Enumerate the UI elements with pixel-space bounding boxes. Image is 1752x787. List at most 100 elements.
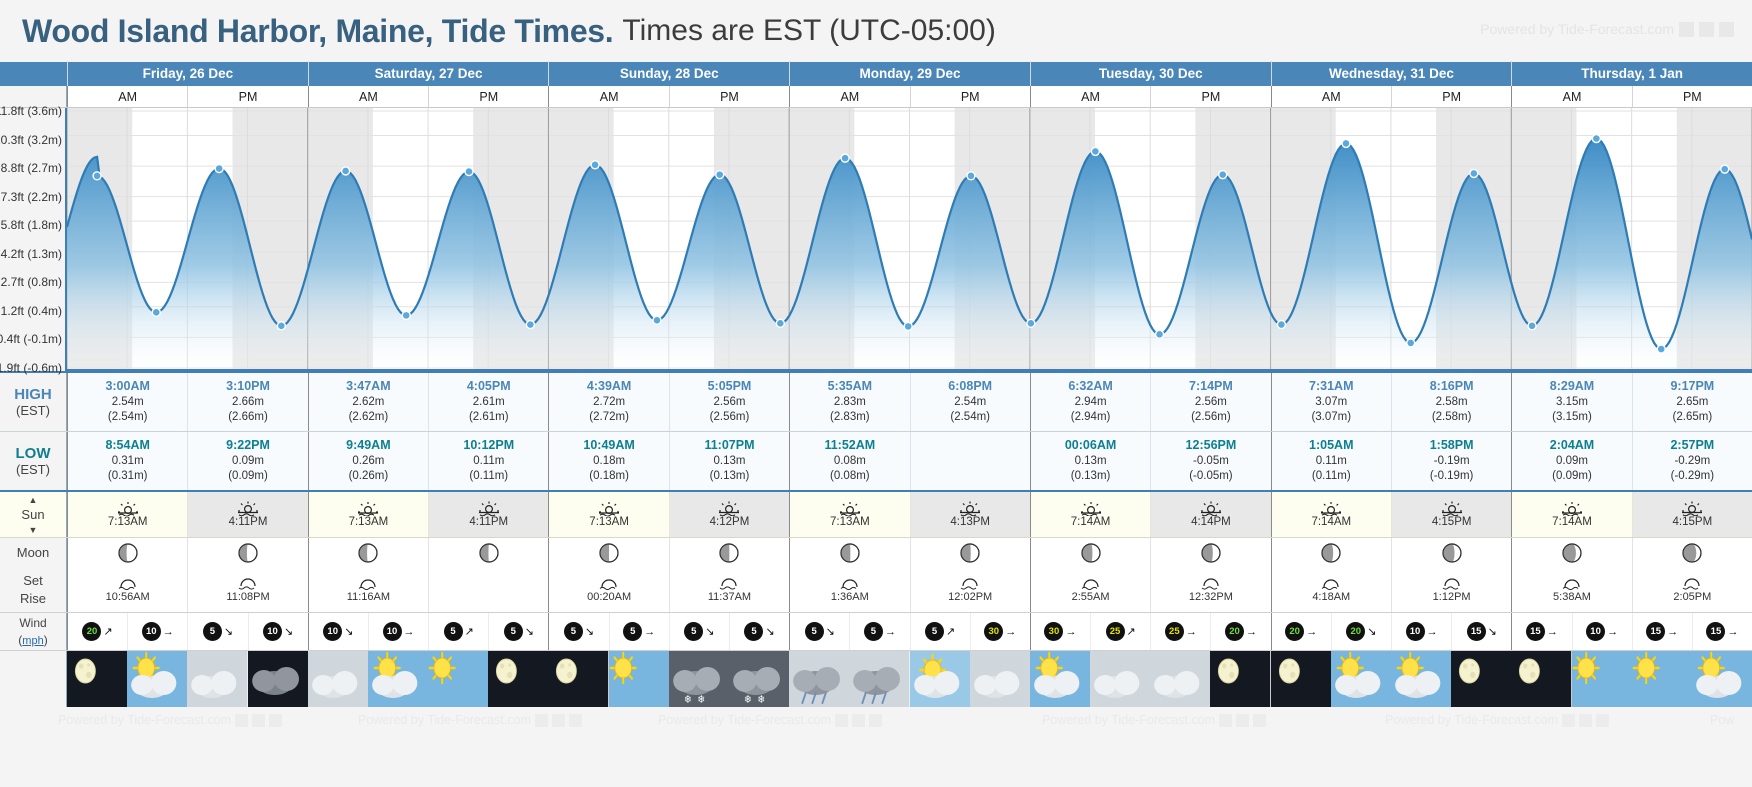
wind-day-5: 30 → 25 ↗ 25 → 20 → <box>1029 613 1271 651</box>
tide-time: 7:14PM <box>1189 379 1233 393</box>
sunset-time: 4:15PM <box>1431 516 1472 529</box>
sunset-icon <box>1200 501 1221 517</box>
chart-plot-area[interactable] <box>67 108 1752 371</box>
footer-watermark-5: Powered by Tide-Forecast.com <box>1385 713 1609 727</box>
refresh-icon <box>852 713 865 727</box>
weather-icon-moon-clear-day6-1 <box>1270 651 1331 708</box>
moon-phase-cell-day6-pm <box>1390 538 1511 568</box>
low-tide-cell-day1-pm: 9:22PM 0.09m (0.09m) <box>187 432 308 491</box>
footer-watermarks: Powered by Tide-Forecast.com Powered by … <box>0 707 1752 736</box>
tide-point-high-16 <box>1090 146 1101 157</box>
wind-speed-badge: 10 <box>1405 622 1425 642</box>
moonrise-cell-day2 <box>428 567 548 613</box>
tide-point-high-14 <box>966 171 976 181</box>
weather-icon-moon-clear-day7-1 <box>1511 651 1572 708</box>
wind-unit-link[interactable]: (mph) <box>18 632 48 647</box>
wave-icon <box>535 713 548 727</box>
wind-direction-arrow-icon: → <box>1426 625 1438 638</box>
wind-speed-badge: 10 <box>263 622 283 642</box>
moon-phase-cell-day5-am <box>1029 538 1150 568</box>
tide-time: 9:49AM <box>346 438 391 453</box>
moonrise-cell-day6: 1:12PM <box>1390 567 1511 613</box>
wind-segment-day4-2: 5 → <box>849 613 909 651</box>
day-header-3[interactable]: Sunday, 28 Dec <box>548 61 789 87</box>
wind-speed-badge: 15 <box>1646 622 1666 642</box>
wind-direction-arrow-icon: → <box>1727 625 1739 638</box>
wind-direction-arrow-icon: ↗ <box>464 626 474 639</box>
moon-phase-icon <box>479 543 499 563</box>
wind-speed-badge: 20 <box>82 622 102 642</box>
moon-phase-cell-day4-pm <box>909 538 1030 568</box>
wind-unit-text[interactable]: mph <box>22 634 44 647</box>
tide-curve-chart: 11.8ft (3.6m) 10.3ft (3.2m) 8.8ft (2.7m) 7.… <box>0 104 1752 375</box>
day-header-7[interactable]: Thursday, 1 Jan <box>1511 61 1752 87</box>
moonset-time: 00:20AM <box>587 590 632 603</box>
tide-time: 8:54AM <box>105 438 150 453</box>
tide-height-m: 0.08m <box>833 454 866 467</box>
moonset-cell-day4: 1:36AM <box>789 567 909 613</box>
wind-direction-arrow-icon: ↘ <box>584 626 595 639</box>
moonset-time: 4:18AM <box>1312 590 1351 603</box>
tide-height-alt: (3.15m) <box>1552 410 1592 423</box>
tide-time: 1:58PM <box>1429 438 1474 453</box>
day-header-1[interactable]: Friday, 26 Dec <box>67 61 308 87</box>
sunset-icon <box>960 501 981 517</box>
low-tide-cell-day6-pm: 1:58PM -0.19m (-0.19m) <box>1390 432 1512 491</box>
day-header-5[interactable]: Tuesday, 30 Dec <box>1029 61 1271 87</box>
moonrise-icon <box>720 578 738 590</box>
tide-height-m: 0.11m <box>1315 454 1347 467</box>
buoy-icon <box>1719 21 1734 37</box>
moonset-time: 10:56AM <box>105 590 150 603</box>
weather-icon-cloud-grey-day5-2 <box>1090 651 1151 708</box>
sunset-time: 4:12PM <box>709 516 750 529</box>
tide-height-alt: (2.65m) <box>1672 410 1713 423</box>
weather-icon-cloud-sun-warm-day4-3 <box>909 651 970 708</box>
wind-direction-arrow-icon: → <box>1005 625 1017 638</box>
sunset-time: 4:13PM <box>950 516 991 529</box>
tide-height-m: 0.09m <box>1556 454 1588 467</box>
tide-time: 7:31AM <box>1309 379 1354 393</box>
weather-icon-moon-clear-day3-1 <box>548 651 609 708</box>
wind-label: Wind (mph) <box>0 613 67 651</box>
wind-direction-arrow-icon: → <box>403 625 415 638</box>
y-axis-tick-9: -1.9ft (-0.6m) <box>0 361 62 375</box>
day-header-4[interactable]: Monday, 29 Dec <box>789 61 1030 87</box>
footer-watermark-text-3: Powered by Tide-Forecast.com <box>658 713 831 728</box>
buoy-icon <box>1253 713 1266 727</box>
tide-height-alt: (2.62m) <box>348 410 389 423</box>
tide-height-alt: (0.08m) <box>830 470 870 483</box>
wind-day-3: 5 ↘ 5 → 5 ↘ 5 ↘ <box>548 613 789 651</box>
tide-point-high-6 <box>464 166 474 177</box>
tide-height-alt: (2.83m) <box>830 410 870 423</box>
sunrise-icon <box>117 502 138 517</box>
wind-speed-badge: 5 <box>744 622 764 642</box>
moon-phase-cell-day7-am <box>1511 538 1631 568</box>
wind-speed-badge: 30 <box>1044 622 1064 642</box>
powered-by-watermark: Powered by Tide-Forecast.com <box>1480 21 1734 37</box>
day-header-6[interactable]: Wednesday, 31 Dec <box>1270 61 1512 87</box>
high-tide-row: HIGH (EST) 3:00AM 2.54m (2.54m) 3:10PM 2.66m… <box>0 371 1752 433</box>
tide-area-fill <box>67 138 1752 369</box>
weather-icon-sun-clear-day7-2 <box>1571 651 1632 708</box>
ampm-am-day6: AM <box>1270 86 1391 107</box>
tide-point-low-7 <box>525 319 536 330</box>
ampm-header-row: AM PM AM PM AM PM AM PM AM PM AM PM AM PM <box>0 86 1752 108</box>
moon-phase-cell-day7-pm <box>1631 538 1752 568</box>
low-tide-cell-day2-am: 9:49AM 0.26m (0.26m) <box>307 432 429 491</box>
wave-icon <box>1219 713 1232 727</box>
high-tide-cell-day1-am: 3:00AM 2.54m (2.54m) <box>67 373 188 432</box>
tide-point-high-10 <box>715 169 725 180</box>
wind-direction-arrow-icon: ↗ <box>946 626 956 639</box>
low-tide-row: LOW (EST) 8:54AM 0.31m (0.31m) 9:22PM 0.09m(… <box>0 432 1752 493</box>
tide-height-m: 0.26m <box>352 454 385 467</box>
wind-segment-day2-4: 5 ↘ <box>488 613 548 651</box>
moonrise-cell-day1: 11:08PM <box>187 567 307 613</box>
tide-point-low-21 <box>1405 338 1416 348</box>
moon-phase-icon <box>1321 543 1341 563</box>
tide-height-m: 2.54m <box>111 395 144 408</box>
footer-watermark-4: Powered by Tide-Forecast.com <box>1042 713 1266 727</box>
tide-time: 10:12PM <box>463 438 515 453</box>
high-tide-label-text: HIGH <box>14 386 52 404</box>
tide-time: 10:49AM <box>583 438 635 453</box>
day-header-2[interactable]: Saturday, 27 Dec <box>307 61 549 87</box>
